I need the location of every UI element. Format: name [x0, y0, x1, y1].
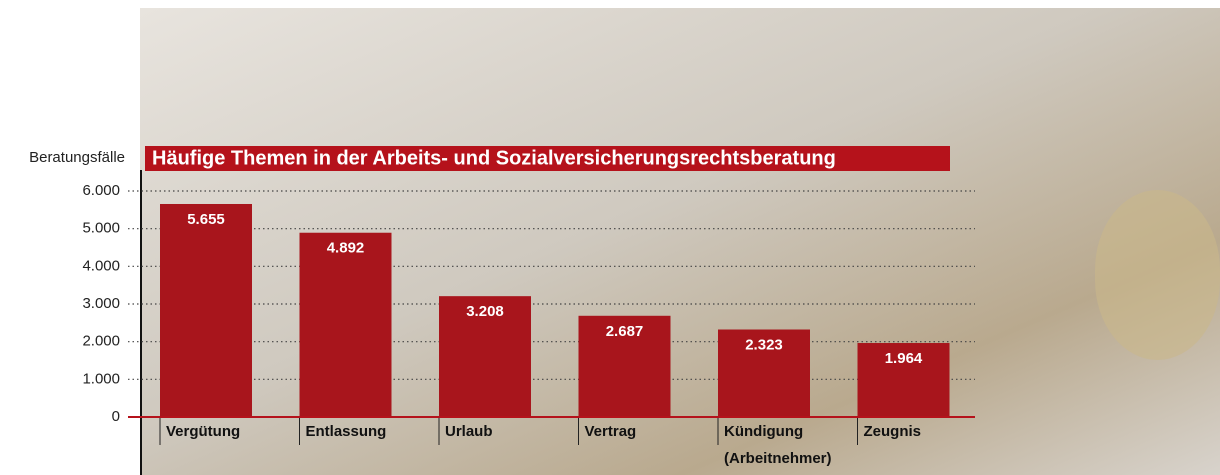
x-tick-label: Entlassung — [305, 423, 387, 440]
bar — [857, 343, 950, 417]
x-tick-label: Zeugnis — [863, 423, 922, 440]
y-axis-label: Beratungsfälle — [29, 149, 125, 166]
bar — [578, 315, 671, 417]
y-tick-label: 1.000 — [82, 370, 120, 387]
bar — [439, 296, 531, 417]
bar-value-label: 3.208 — [466, 303, 504, 320]
title-box — [145, 146, 950, 171]
bar — [299, 232, 392, 417]
y-tick-label: 5.000 — [82, 220, 120, 237]
y-tick-label: 4.000 — [82, 257, 120, 274]
bar-value-label: 2.323 — [745, 336, 783, 353]
x-tick-label: Vergütung — [166, 423, 241, 440]
y-tick-label: 3.000 — [82, 295, 120, 312]
y-tick-label: 2.000 — [82, 333, 120, 350]
coin — [1095, 190, 1220, 360]
bar-value-label: 1.964 — [885, 350, 923, 367]
bar — [718, 329, 810, 417]
x-tick-label: Urlaub — [445, 423, 493, 440]
y-tick-label: 0 — [112, 408, 120, 425]
y-tick-label: 6.000 — [82, 182, 120, 199]
bar-value-label: 2.687 — [606, 323, 644, 340]
bar — [160, 203, 252, 417]
x-tick-label: Vertrag — [584, 423, 637, 440]
bar-value-label: 4.892 — [327, 240, 365, 257]
bar-value-label: 5.655 — [187, 211, 225, 228]
chart-title: Häufige Themen in der Arbeits- und Sozia… — [152, 147, 836, 169]
x-tick-label: Kündigung (Arbeitnehmer) — [724, 423, 832, 467]
